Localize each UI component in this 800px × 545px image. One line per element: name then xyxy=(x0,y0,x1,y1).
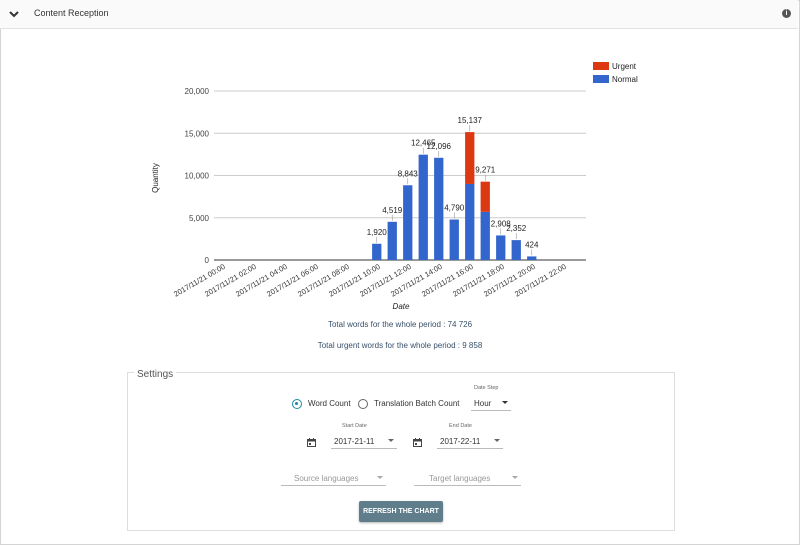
data-label: 1,920 xyxy=(367,228,388,237)
target-languages-placeholder: Target languages xyxy=(429,474,491,483)
date-step-select[interactable]: Hour xyxy=(471,397,511,411)
start-date-field[interactable]: 2017-21-11 xyxy=(331,435,397,449)
panel-title: Content Reception xyxy=(34,8,109,18)
bar-urgent xyxy=(465,132,475,184)
y-tick-label: 0 xyxy=(205,256,210,265)
legend-label-urgent: Urgent xyxy=(612,62,637,71)
settings-box xyxy=(127,372,675,531)
start-date-value: 2017-21-11 xyxy=(334,437,375,446)
data-label: 9,271 xyxy=(475,166,496,175)
legend-swatch-urgent xyxy=(593,62,609,70)
data-label: 12,096 xyxy=(427,142,452,151)
data-label: 4,790 xyxy=(444,204,465,213)
chevron-down-icon xyxy=(494,439,500,442)
info-icon[interactable]: i xyxy=(782,9,791,18)
settings-legend: Settings xyxy=(134,369,177,380)
data-label: 4,519 xyxy=(382,206,403,215)
bar-normal xyxy=(403,185,413,260)
refresh-chart-button[interactable]: REFRESH THE CHART xyxy=(359,501,443,522)
bar-normal xyxy=(418,154,428,260)
x-tick-label: 2017/11/21 00:00 xyxy=(172,262,227,299)
end-date-value: 2017-22-11 xyxy=(440,437,481,446)
bar-normal xyxy=(449,219,459,260)
y-tick-labels: 0 5,000 10,000 15,000 20,000 xyxy=(185,87,210,265)
target-languages-select[interactable]: Target languages xyxy=(414,472,521,486)
legend-label-normal: Normal xyxy=(612,75,638,84)
y-tick-label: 5,000 xyxy=(189,214,210,223)
source-languages-placeholder: Source languages xyxy=(294,474,359,483)
legend-swatch-normal xyxy=(593,75,609,83)
bar-chart: 0 5,000 10,000 15,000 20,000 1,920 4,519 8,843… xyxy=(151,62,638,311)
calendar-icon[interactable] xyxy=(413,438,422,447)
bar-normal xyxy=(372,243,382,260)
chevron-down-icon[interactable] xyxy=(8,8,20,20)
data-label: 8,843 xyxy=(398,169,419,178)
date-step-label: Date Step xyxy=(474,385,499,391)
date-step-value: Hour xyxy=(474,399,492,408)
y-tick-label: 15,000 xyxy=(185,129,210,138)
x-axis-label: Date xyxy=(393,302,410,311)
start-date-label: Start Date xyxy=(342,423,367,429)
bar-normal xyxy=(465,183,475,260)
bar-normal xyxy=(434,157,444,260)
chart-legend: Urgent Normal xyxy=(593,62,638,84)
calendar-icon[interactable] xyxy=(307,438,316,447)
chevron-down-icon xyxy=(377,476,383,479)
chevron-down-icon xyxy=(502,401,508,404)
bar-normal xyxy=(511,240,521,260)
chevron-down-icon xyxy=(512,476,518,479)
y-tick-label: 20,000 xyxy=(185,87,210,96)
data-label: 424 xyxy=(525,240,539,249)
data-label: 2,908 xyxy=(491,219,512,228)
end-date-field[interactable]: 2017-22-11 xyxy=(437,435,503,449)
word-count-radio[interactable] xyxy=(292,399,302,409)
total-urgent-text: Total urgent words for the whole period … xyxy=(317,341,483,350)
bar-normal xyxy=(496,235,506,260)
data-label: 2,352 xyxy=(506,224,527,233)
source-languages-select[interactable]: Source languages xyxy=(281,472,386,486)
data-label: 12,465 xyxy=(411,139,436,148)
data-label: 15,137 xyxy=(458,116,483,125)
panel-header[interactable]: Content Reception i xyxy=(0,0,798,29)
total-words-text: Total words for the whole period : 74 72… xyxy=(327,320,473,329)
bar-urgent xyxy=(480,181,490,212)
batch-count-label[interactable]: Translation Batch Count xyxy=(374,399,460,408)
chart-grid xyxy=(214,90,586,261)
bar-normal xyxy=(480,211,490,260)
batch-count-radio[interactable] xyxy=(358,399,368,409)
bar-normal xyxy=(527,256,537,260)
word-count-label[interactable]: Word Count xyxy=(308,399,351,408)
end-date-label: End Date xyxy=(449,423,472,429)
chevron-down-icon xyxy=(388,439,394,442)
bar-normal xyxy=(387,221,397,260)
y-axis-label: Quantity xyxy=(151,163,160,193)
y-tick-label: 10,000 xyxy=(185,172,210,181)
chart-bars xyxy=(372,132,537,260)
